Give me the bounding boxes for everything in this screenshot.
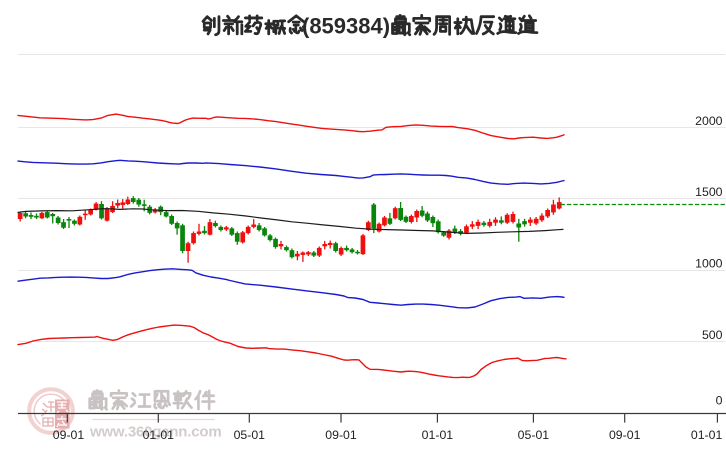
svg-text:01-01: 01-01: [691, 428, 723, 442]
svg-text:1000: 1000: [695, 257, 723, 271]
svg-text:09-01: 09-01: [325, 428, 357, 442]
svg-text:500: 500: [702, 328, 723, 342]
svg-text:www.360gann.com: www.360gann.com: [89, 424, 221, 441]
svg-text:2000: 2000: [695, 114, 723, 128]
svg-text:09-01: 09-01: [609, 428, 641, 442]
svg-text:01-01: 01-01: [422, 428, 454, 442]
svg-text:(859384): (859384): [302, 13, 390, 38]
svg-text:09-01: 09-01: [53, 428, 85, 442]
svg-text:05-01: 05-01: [518, 428, 550, 442]
svg-text:0: 0: [716, 393, 723, 407]
svg-text:05-01: 05-01: [234, 428, 266, 442]
svg-text:01-01: 01-01: [143, 428, 175, 442]
svg-text:1500: 1500: [695, 185, 723, 199]
